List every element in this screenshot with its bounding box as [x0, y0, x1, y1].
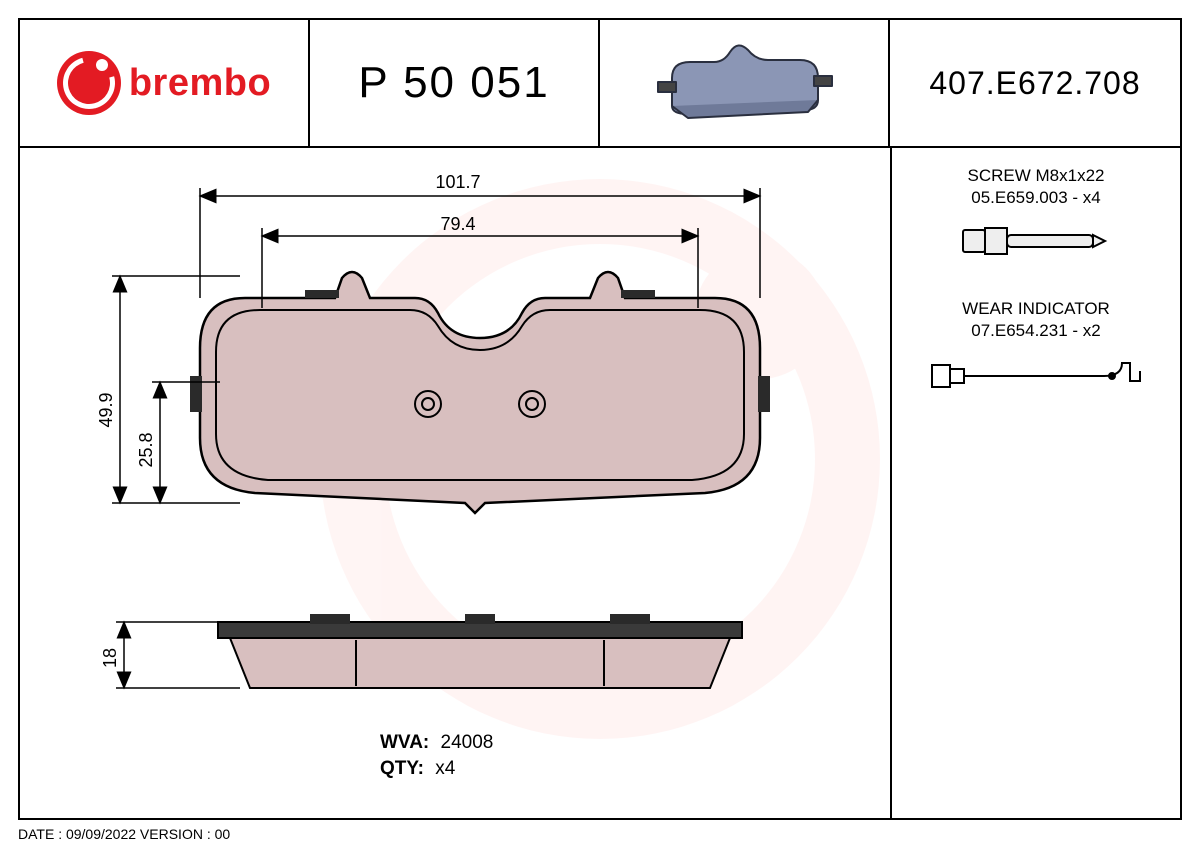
- logo-cell: brembo: [20, 20, 310, 146]
- engineering-drawing: 101.7 79.4 49.9 25.8 18 WVA: 24008 QTY: …: [20, 148, 890, 818]
- side-clip: [758, 376, 770, 412]
- dim-width-outer: 101.7: [435, 172, 480, 192]
- screw-code: 05.E659.003 - x4: [904, 188, 1168, 208]
- wear-code: 07.E654.231 - x2: [904, 321, 1168, 341]
- wva-label: WVA: 24008: [380, 732, 493, 753]
- footer-text: DATE : 09/09/2022 VERSION : 00: [18, 826, 230, 842]
- dim-height-outer: 49.9: [96, 392, 116, 427]
- main-drawing-area: 101.7 79.4 49.9 25.8 18 WVA: 24008 QTY: …: [20, 148, 890, 818]
- screw-title: SCREW M8x1x22: [904, 166, 1168, 186]
- qty-label: QTY: x4: [380, 758, 456, 779]
- wear-indicator-icon: [926, 351, 1146, 401]
- pad-edge-view: [218, 614, 742, 688]
- brand-name: brembo: [129, 62, 271, 105]
- iso-view-cell: [600, 20, 890, 146]
- body-area: 101.7 79.4 49.9 25.8 18 WVA: 24008 QTY: …: [20, 148, 1180, 818]
- title-block: brembo P 50 051 407.E672.708: [20, 20, 1180, 148]
- screw-block: SCREW M8x1x22 05.E659.003 - x4: [904, 166, 1168, 269]
- pad-backing-plate: [200, 272, 760, 513]
- brembo-logo-icon: [57, 51, 121, 115]
- drawing-code: 407.E672.708: [890, 20, 1180, 146]
- wear-indicator-block: WEAR INDICATOR 07.E654.231 - x2: [904, 299, 1168, 406]
- brake-pad-iso-icon: [644, 28, 844, 138]
- wear-title: WEAR INDICATOR: [904, 299, 1168, 319]
- accessories-panel: SCREW M8x1x22 05.E659.003 - x4 WEAR INDI…: [890, 148, 1180, 818]
- dim-thickness: 18: [100, 648, 120, 668]
- dim-height-inner: 25.8: [136, 432, 156, 467]
- part-number: P 50 051: [310, 20, 600, 146]
- dim-width-inner: 79.4: [440, 214, 475, 234]
- clip: [305, 290, 339, 298]
- screw-icon: [951, 218, 1121, 264]
- clip: [621, 290, 655, 298]
- drawing-sheet: brembo P 50 051 407.E672.708: [18, 18, 1182, 820]
